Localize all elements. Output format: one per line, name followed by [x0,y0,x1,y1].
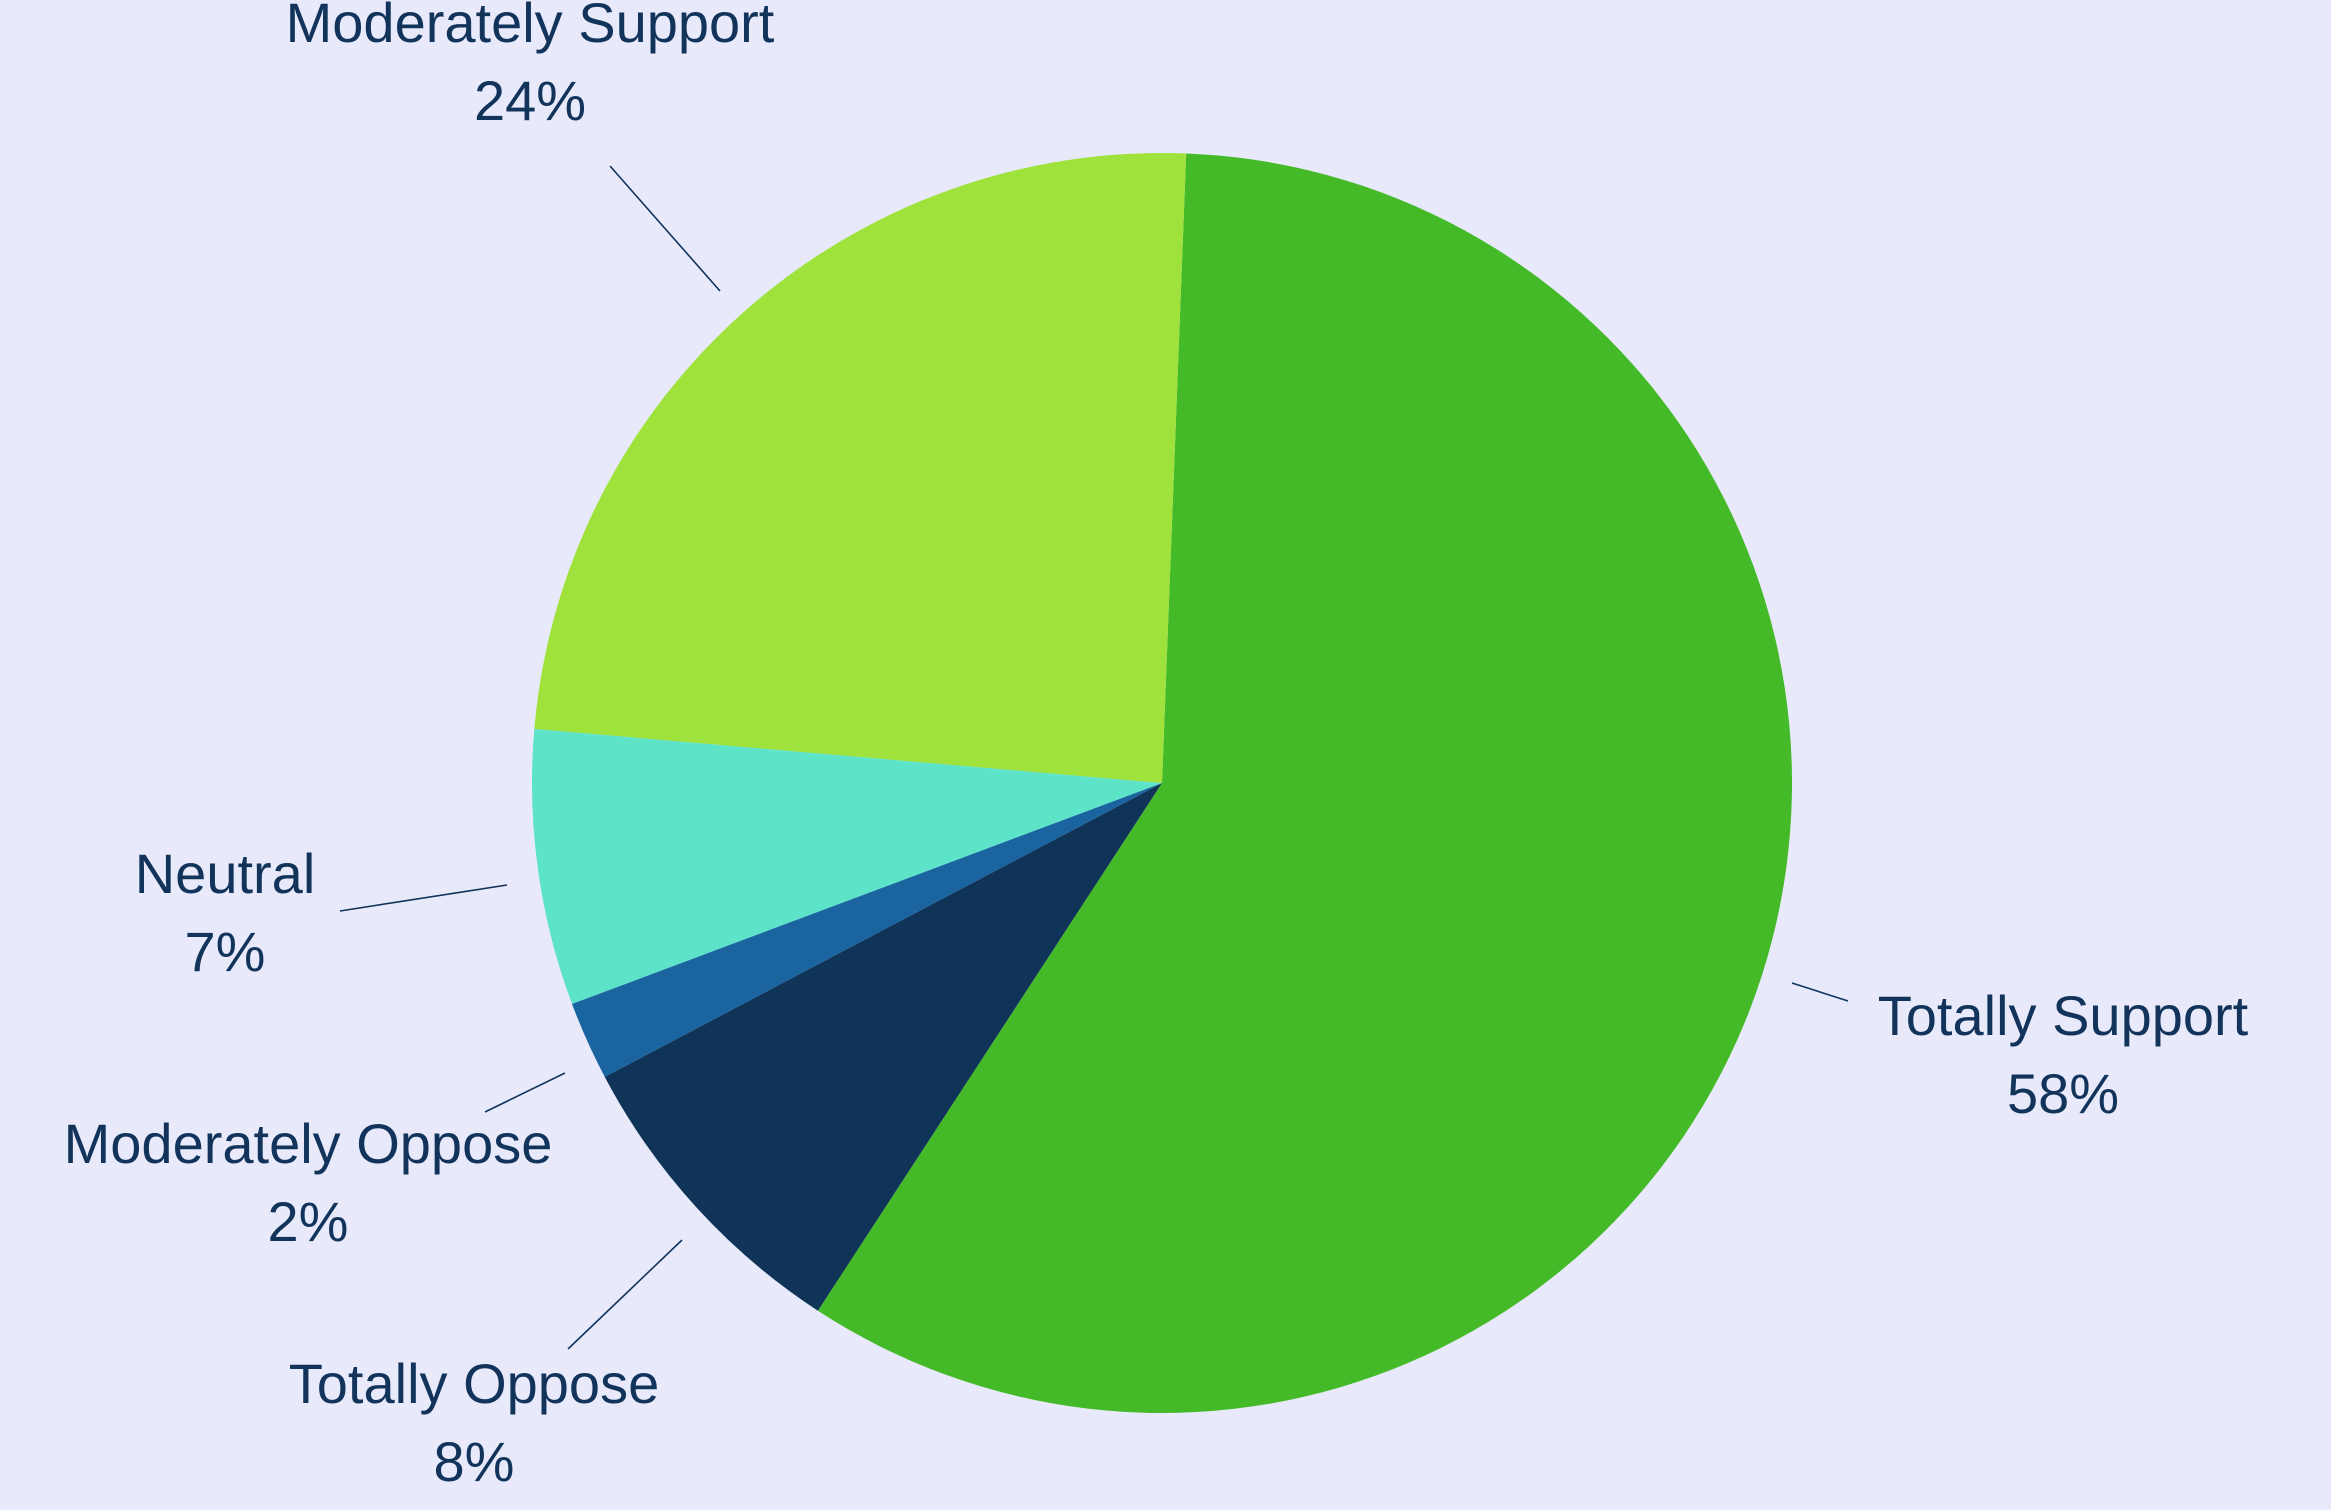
slice-label-totally-support: Totally Support [1878,984,2249,1047]
leader-line-moderately-oppose [484,1072,566,1113]
slice-label-moderately-oppose: Moderately Oppose [64,1112,553,1175]
slice-value-totally-support: 58% [2007,1062,2119,1125]
leader-line-totally-oppose [567,1239,683,1350]
slice-value-moderately-support: 24% [474,69,586,132]
leader-line-neutral [339,884,508,912]
slice-value-moderately-oppose: 2% [268,1190,349,1253]
leader-line-moderately-support [609,165,721,292]
slice-label-moderately-support: Moderately Support [286,0,775,54]
pie-slice-totally-oppose [604,783,1162,1311]
slice-label-totally-oppose: Totally Oppose [289,1352,659,1415]
pie-slice-moderately-support [534,152,1187,784]
pie-slice-neutral [531,728,1162,1004]
pie-slices [531,152,1792,1413]
leader-lines [339,165,1849,1350]
leader-line-totally-support [1791,982,1849,1002]
pie-slice-moderately-oppose [572,783,1162,1077]
slice-labels: Totally Support 58% Totally Oppose 8% Modera… [64,0,2249,1493]
slice-label-neutral: Neutral [135,842,316,905]
slice-value-totally-oppose: 8% [434,1430,515,1493]
pie-slice-totally-support [817,153,1792,1413]
slice-value-neutral: 7% [185,920,266,983]
